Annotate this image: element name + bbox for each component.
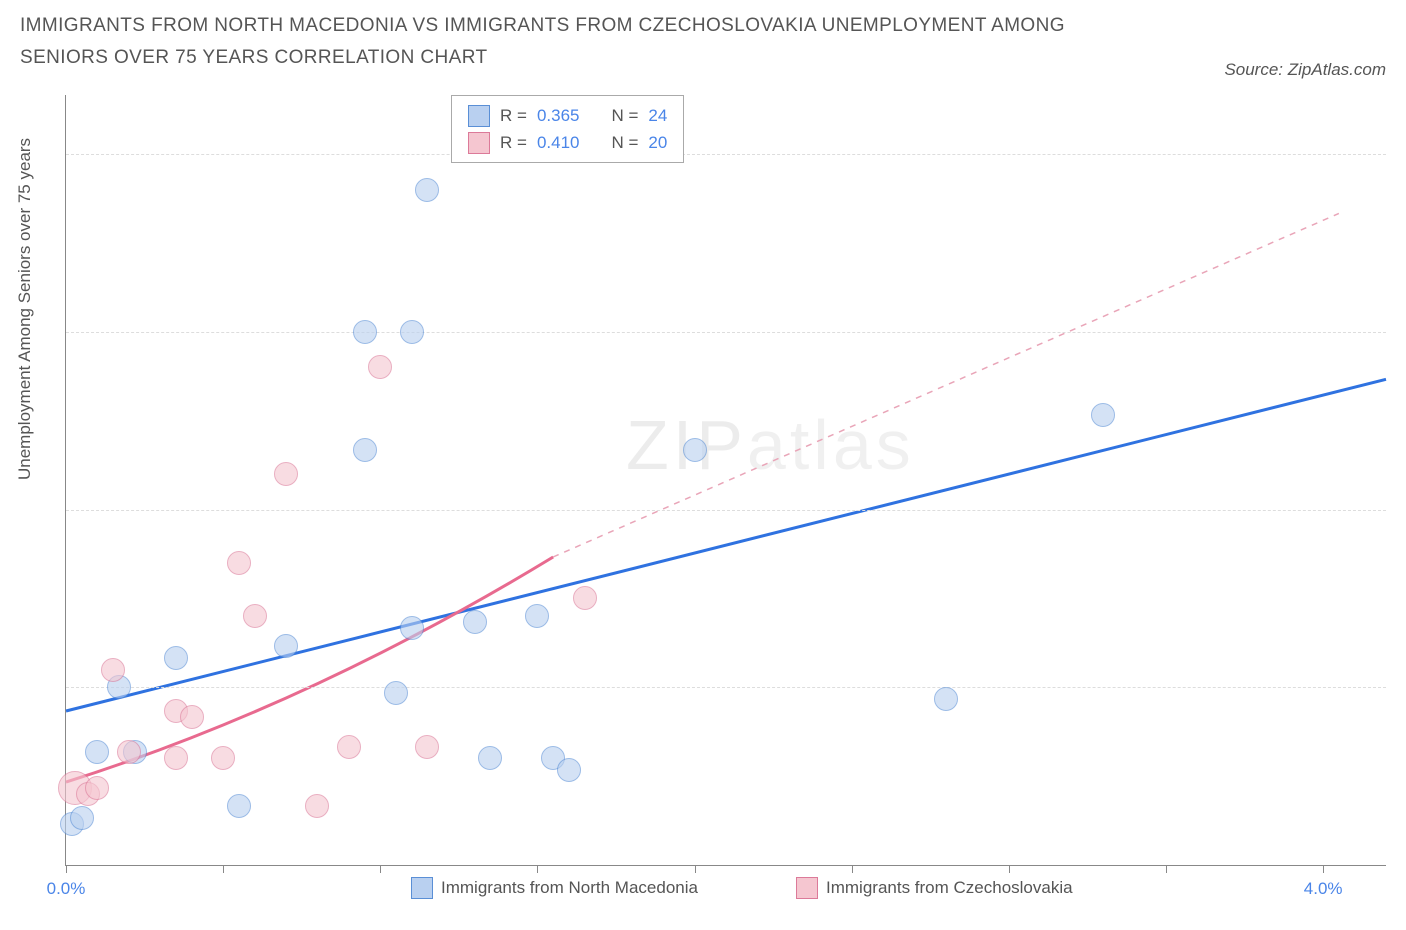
- x-tick-label: 0.0%: [47, 879, 86, 899]
- legend-n-value: 20: [648, 129, 667, 156]
- scatter-point: [164, 746, 188, 770]
- scatter-point: [463, 610, 487, 634]
- legend-r-label: R =: [500, 102, 527, 129]
- scatter-point: [274, 462, 298, 486]
- trend-lines: [66, 95, 1386, 865]
- legend-swatch: [411, 877, 433, 899]
- scatter-point: [227, 551, 251, 575]
- header: IMMIGRANTS FROM NORTH MACEDONIA VS IMMIG…: [20, 10, 1386, 75]
- scatter-point: [353, 438, 377, 462]
- legend-swatch: [468, 132, 490, 154]
- x-tick: [1166, 865, 1167, 873]
- legend-swatch: [796, 877, 818, 899]
- scatter-plot: ZIPatlas 15.0%30.0%45.0%60.0%0.0%4.0%R =…: [65, 95, 1386, 866]
- source-credit: Source: ZipAtlas.com: [1224, 60, 1386, 80]
- x-tick: [537, 865, 538, 873]
- gridline: [66, 154, 1386, 155]
- legend-swatch: [468, 105, 490, 127]
- legend-r-value: 0.410: [537, 129, 580, 156]
- scatter-point: [274, 634, 298, 658]
- x-tick: [1323, 865, 1324, 873]
- source-name: ZipAtlas.com: [1288, 60, 1386, 79]
- scatter-point: [305, 794, 329, 818]
- y-axis-label: Unemployment Among Seniors over 75 years: [15, 138, 35, 480]
- legend-n-label: N =: [611, 129, 638, 156]
- scatter-point: [934, 687, 958, 711]
- scatter-point: [557, 758, 581, 782]
- x-tick: [66, 865, 67, 873]
- scatter-point: [85, 740, 109, 764]
- scatter-point: [368, 355, 392, 379]
- y-tick-label: 15.0%: [1396, 677, 1406, 697]
- scatter-point: [353, 320, 377, 344]
- scatter-point: [400, 320, 424, 344]
- scatter-point: [400, 616, 424, 640]
- series-legend-label: Immigrants from North Macedonia: [441, 878, 698, 898]
- series-legend-item: Immigrants from North Macedonia: [411, 877, 698, 899]
- scatter-point: [164, 646, 188, 670]
- x-tick: [1009, 865, 1010, 873]
- legend-n-label: N =: [611, 102, 638, 129]
- scatter-point: [101, 658, 125, 682]
- scatter-point: [478, 746, 502, 770]
- scatter-point: [337, 735, 361, 759]
- scatter-point: [1091, 403, 1115, 427]
- y-tick-label: 60.0%: [1396, 144, 1406, 164]
- legend-n-value: 24: [648, 102, 667, 129]
- watermark: ZIPatlas: [626, 405, 915, 485]
- y-tick-label: 45.0%: [1396, 322, 1406, 342]
- scatter-point: [243, 604, 267, 628]
- gridline: [66, 687, 1386, 688]
- scatter-point: [415, 178, 439, 202]
- scatter-point: [683, 438, 707, 462]
- gridline: [66, 332, 1386, 333]
- series-legend-label: Immigrants from Czechoslovakia: [826, 878, 1073, 898]
- legend-r-label: R =: [500, 129, 527, 156]
- scatter-point: [525, 604, 549, 628]
- legend-row: R = 0.410 N = 20: [468, 129, 667, 156]
- x-tick: [380, 865, 381, 873]
- scatter-point: [117, 740, 141, 764]
- x-tick: [852, 865, 853, 873]
- scatter-point: [415, 735, 439, 759]
- page-title: IMMIGRANTS FROM NORTH MACEDONIA VS IMMIG…: [20, 10, 1120, 75]
- series-legend-item: Immigrants from Czechoslovakia: [796, 877, 1073, 899]
- source-prefix: Source:: [1224, 60, 1287, 79]
- scatter-point: [180, 705, 204, 729]
- x-tick-label: 4.0%: [1304, 879, 1343, 899]
- correlation-legend: R = 0.365 N = 24 R = 0.410 N = 20: [451, 95, 684, 163]
- y-tick-label: 30.0%: [1396, 500, 1406, 520]
- scatter-point: [70, 806, 94, 830]
- scatter-point: [85, 776, 109, 800]
- x-tick: [223, 865, 224, 873]
- scatter-point: [211, 746, 235, 770]
- scatter-point: [573, 586, 597, 610]
- scatter-point: [227, 794, 251, 818]
- gridline: [66, 510, 1386, 511]
- legend-row: R = 0.365 N = 24: [468, 102, 667, 129]
- legend-r-value: 0.365: [537, 102, 580, 129]
- x-tick: [695, 865, 696, 873]
- scatter-point: [384, 681, 408, 705]
